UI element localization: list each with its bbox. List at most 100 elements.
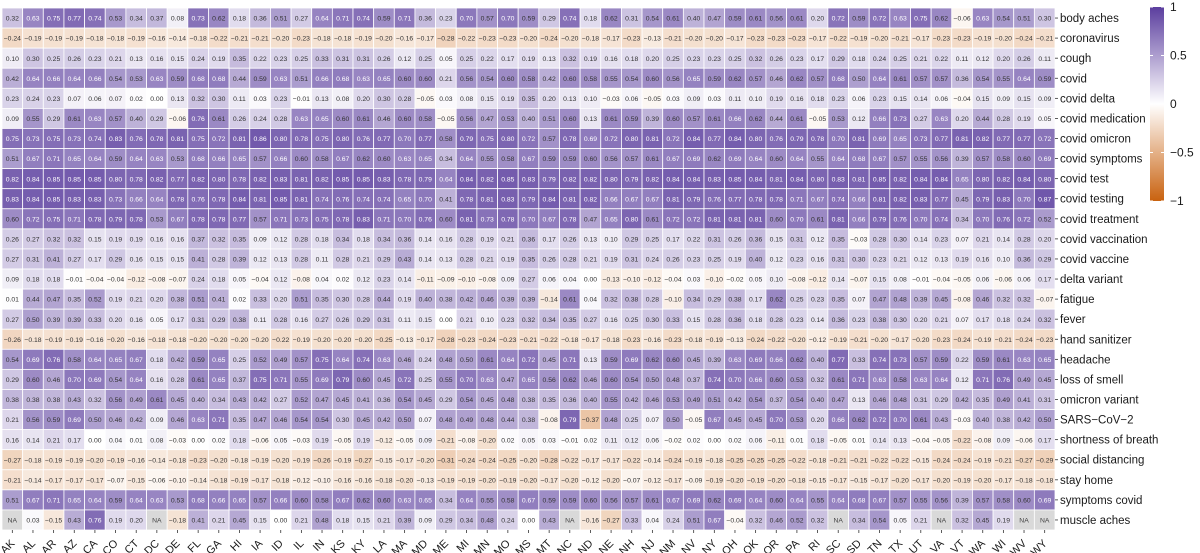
cell-value-label: 0.54 <box>315 417 328 424</box>
cell-value-label: 0.34 <box>687 297 700 304</box>
cell-value-label: 0.32 <box>997 297 1010 304</box>
cell-value-label: 0.65 <box>212 377 225 384</box>
cell-value-label: 0.41 <box>357 397 370 404</box>
y-tick-label: shortness of breath <box>1060 435 1158 447</box>
cell-value-label: 0.78 <box>150 136 163 143</box>
cell-value-label: −0.23 <box>1036 337 1053 344</box>
cell-value-label: 0.60 <box>604 377 617 384</box>
cell-value-label: 0.16 <box>790 96 803 103</box>
cell-value-label: 0.84 <box>914 176 927 183</box>
x-tick-label: CO <box>101 537 121 553</box>
cell-value-label: 0.38 <box>171 297 184 304</box>
cell-value-label: 0.83 <box>6 196 19 203</box>
cell-value-label: 0.47 <box>315 397 328 404</box>
cell-value-label: 0.83 <box>914 196 927 203</box>
cell-value-label: 0.69 <box>625 357 638 364</box>
cell-value-label: −0.14 <box>190 477 207 484</box>
cell-value-label: NA <box>565 518 575 525</box>
cell-value-label: 0.10 <box>584 96 597 103</box>
cell-value-label: 0.83 <box>88 196 101 203</box>
cell-value-label: 0.47 <box>708 16 721 23</box>
cell-value-label: 0.13 <box>171 96 184 103</box>
cell-value-label: 0.67 <box>336 497 349 504</box>
cell-value-label: 0.21 <box>6 417 19 424</box>
cell-value-label: 0.23 <box>439 16 452 23</box>
cell-value-label: −0.18 <box>582 36 599 43</box>
cell-value-label: 0.58 <box>315 497 328 504</box>
cell-value-label: 0.69 <box>687 497 700 504</box>
cell-value-label: 0.12 <box>274 236 287 243</box>
cell-value-label: 0.62 <box>357 156 370 163</box>
cell-value-label: 0.64 <box>26 76 39 83</box>
cell-value-label: 0.66 <box>873 116 886 123</box>
cell-value-label: 0.35 <box>563 317 576 324</box>
cell-value-label: 0.53 <box>501 116 514 123</box>
cell-value-label: 0.35 <box>976 397 989 404</box>
cell-value-label: −0.17 <box>45 477 62 484</box>
cell-value-label: 0.38 <box>873 317 886 324</box>
cell-value-label: 0.76 <box>997 377 1010 384</box>
cell-value-label: 0.81 <box>770 176 783 183</box>
cell-value-label: −0.19 <box>974 36 991 43</box>
cell-value-label: −0.05 <box>417 96 434 103</box>
cell-value-label: 0.65 <box>1038 357 1051 364</box>
cell-value-label: 0.84 <box>687 136 700 143</box>
cell-value-label: 0.84 <box>26 196 39 203</box>
cell-value-label: 0.28 <box>357 297 370 304</box>
cell-value-label: 0.46 <box>481 297 494 304</box>
cell-value-label: 0.71 <box>274 216 287 223</box>
cell-value-label: 0.85 <box>68 176 81 183</box>
cell-value-label: −0.25 <box>747 457 764 464</box>
cell-value-label: −0.07 <box>107 477 124 484</box>
cell-value-label: 0.81 <box>955 136 968 143</box>
cell-value-label: −0.24 <box>541 36 558 43</box>
cell-value-label: 0.04 <box>646 518 659 525</box>
cell-value-label: −0.28 <box>437 36 454 43</box>
cell-value-label: 0.46 <box>171 417 184 424</box>
cell-value-label: 0.72 <box>1017 216 1030 223</box>
cell-value-label: 0.67 <box>873 156 886 163</box>
cell-value-label: 0.41 <box>192 257 205 264</box>
cell-value-label: 0.21 <box>109 56 122 63</box>
cell-value-label: 0.15 <box>481 96 494 103</box>
cell-value-label: −0.19 <box>45 337 62 344</box>
cell-value-label: 0.70 <box>894 417 907 424</box>
cell-value-label: 0.63 <box>192 417 205 424</box>
cell-value-label: 0.05 <box>150 317 163 324</box>
cell-value-label: 0.09 <box>997 96 1010 103</box>
cell-value-label: 0.20 <box>955 116 968 123</box>
x-tick-label: MI <box>455 538 472 553</box>
cell-value-label: −0.04 <box>664 277 681 284</box>
cell-value-label: 0.68 <box>852 497 865 504</box>
cell-value-label: −0.17 <box>809 36 826 43</box>
cell-value-label: 0.20 <box>811 16 824 23</box>
cell-value-label: 0.27 <box>584 317 597 324</box>
cell-value-label: 0.70 <box>790 216 803 223</box>
cell-value-label: −0.20 <box>974 477 991 484</box>
cell-value-label: 0.23 <box>708 56 721 63</box>
cell-value-label: 0.64 <box>460 497 473 504</box>
colorbar-tick-label: 0.5 <box>1170 49 1187 63</box>
cell-value-label: −0.23 <box>190 457 207 464</box>
cell-value-label: −0.08 <box>479 277 496 284</box>
cell-value-label: 0.70 <box>398 216 411 223</box>
cell-value-label: 0.70 <box>419 196 432 203</box>
cell-value-label: −0.28 <box>437 337 454 344</box>
cell-value-label: 0.42 <box>6 76 19 83</box>
cell-value-label: 0.28 <box>274 116 287 123</box>
cell-value-label: 0.56 <box>460 116 473 123</box>
cell-value-label: 0.66 <box>315 76 328 83</box>
cell-value-label: −0.20 <box>561 477 578 484</box>
y-tick-label: covid vaccine <box>1060 254 1129 266</box>
cell-value-label: −0.20 <box>396 477 413 484</box>
cell-value-label: 0.56 <box>543 377 556 384</box>
cell-value-label: 0.84 <box>790 176 803 183</box>
cell-value-label: 0.28 <box>646 297 659 304</box>
cell-value-label: −0.17 <box>912 477 929 484</box>
cell-value-label: −0.18 <box>561 337 578 344</box>
cell-value-label: −0.10 <box>664 297 681 304</box>
cell-value-label: 0.65 <box>419 497 432 504</box>
cell-value-label: 0.68 <box>336 76 349 83</box>
cell-value-label: 0.16 <box>130 257 143 264</box>
cell-value-label: 0.28 <box>336 257 349 264</box>
